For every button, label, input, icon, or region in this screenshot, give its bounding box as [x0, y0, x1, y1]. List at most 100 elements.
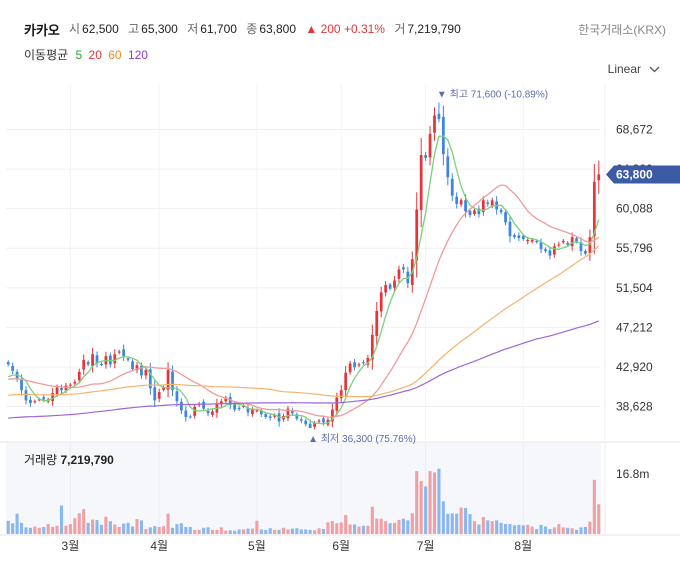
volume-bar [268, 528, 272, 534]
volume-bar [392, 522, 397, 534]
volume-bar [281, 527, 286, 534]
candle-body [255, 410, 259, 412]
candle-body [486, 202, 490, 204]
candle-body [362, 362, 365, 364]
candle-body [415, 209, 419, 261]
ma-legend-120[interactable]: 120 [127, 48, 148, 62]
candle-body [375, 310, 379, 336]
volume-bar [379, 518, 383, 534]
volume-bar [135, 519, 139, 534]
volume-bar [361, 525, 365, 534]
volume-bar [313, 530, 317, 534]
stock-name: 카카오 [24, 23, 60, 38]
volume-bar [339, 522, 343, 534]
volume-bar [64, 525, 68, 534]
candle-body [219, 401, 223, 405]
candle-body [228, 397, 232, 405]
volume-bar [495, 520, 499, 534]
candle-body [490, 200, 494, 206]
candle-body [73, 381, 77, 384]
volume-bar [122, 523, 126, 534]
volume-bar [299, 529, 303, 534]
candle-body [388, 284, 392, 289]
volume-bar [215, 529, 219, 534]
price-panel-bg [6, 85, 601, 440]
volume-bar [592, 479, 596, 534]
volume-bar [202, 527, 206, 534]
scale-selector[interactable]: Linear [608, 62, 660, 76]
candle-body [384, 285, 388, 293]
candle-body [517, 235, 521, 239]
volume-bar [428, 471, 432, 534]
candle-body [575, 238, 578, 242]
volume-bar [170, 527, 175, 534]
volume-bar [481, 517, 485, 534]
candle-body [171, 371, 174, 391]
ma-legend-5[interactable]: 5 [75, 48, 83, 62]
candle-body [60, 387, 63, 391]
ma-legend-20[interactable]: 20 [88, 48, 102, 62]
volume-bar [82, 509, 86, 534]
candle-body [153, 387, 157, 401]
volume-bar [55, 525, 59, 534]
volume-bar [255, 520, 259, 534]
volume-label: 거 [394, 22, 406, 36]
candle-body [584, 250, 587, 254]
low-value: 61,700 [200, 22, 237, 36]
candle-body [237, 407, 241, 409]
volume-bar [304, 529, 308, 534]
month-tick-label: 3월 [62, 539, 80, 553]
volume-panel [6, 468, 601, 534]
volume-bar [228, 530, 232, 534]
candle-body [251, 409, 254, 414]
candle-body [37, 399, 41, 401]
volume-bar [130, 526, 135, 534]
volume-bar [406, 520, 410, 534]
candle-body [291, 410, 294, 414]
ma-legend: 이동평균 5 20 60 120 [24, 46, 151, 63]
candle-body [91, 354, 94, 367]
change-value: ▲ 200 +0.31% [305, 22, 385, 36]
volume-bar [508, 524, 512, 534]
volume-bar [450, 513, 454, 534]
volume-bar [415, 471, 419, 534]
candle-body [20, 379, 23, 391]
candle-body [588, 237, 592, 254]
candle-body [193, 406, 197, 416]
candle-body [357, 364, 361, 366]
volume-bar [250, 528, 254, 534]
price-tick-label: 51,504 [616, 281, 653, 295]
candle-body [459, 200, 463, 205]
candle-body [566, 243, 570, 245]
candle-body [69, 384, 72, 386]
volume-bar [77, 513, 81, 534]
candle-body [55, 387, 59, 395]
candle-body [295, 414, 299, 419]
volume-bar [330, 521, 334, 534]
volume-bar [86, 522, 90, 534]
candle-body [348, 363, 352, 373]
volume-bar [139, 520, 143, 534]
volume-bar [193, 529, 197, 534]
volume-bar [188, 526, 192, 534]
volume-bar [295, 528, 299, 534]
candle-body [397, 269, 401, 279]
candle-body [224, 397, 228, 402]
volume-bar [597, 504, 601, 534]
volume-bar [6, 520, 10, 534]
volume-bar [153, 526, 157, 534]
candle-body [286, 408, 290, 419]
volume-bar [366, 525, 370, 534]
candle-body [570, 237, 574, 247]
high-value: 65,300 [141, 22, 178, 36]
candle-body [335, 397, 339, 411]
volume-bar [224, 530, 228, 534]
volume-bar [468, 514, 472, 534]
volume-bar [397, 519, 401, 534]
volume-bar [521, 525, 525, 534]
volume-bar [570, 528, 574, 534]
candle-body [6, 361, 10, 365]
ma-legend-60[interactable]: 60 [108, 48, 122, 62]
volume-bar [308, 529, 312, 534]
